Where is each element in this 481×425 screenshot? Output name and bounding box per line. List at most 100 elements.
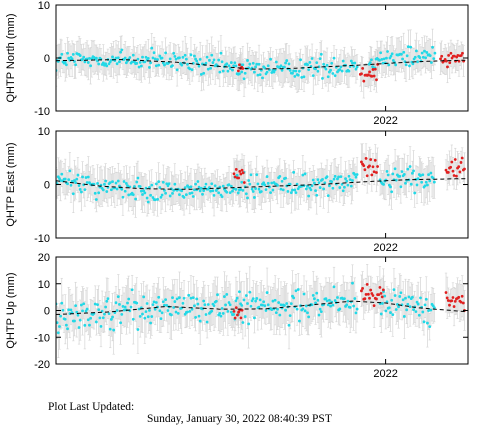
data-point-cyan bbox=[293, 188, 297, 192]
data-point-cyan bbox=[82, 302, 86, 306]
data-point-cyan bbox=[432, 57, 436, 61]
data-point-cyan bbox=[111, 180, 114, 183]
data-point-red bbox=[241, 171, 245, 175]
data-point-cyan bbox=[173, 55, 177, 58]
data-point-cyan bbox=[136, 57, 140, 61]
data-point-cyan bbox=[416, 177, 420, 181]
data-point-cyan bbox=[269, 57, 272, 61]
data-point-cyan bbox=[246, 196, 249, 200]
data-point-cyan bbox=[381, 302, 384, 305]
data-point-cyan bbox=[151, 303, 155, 306]
data-point-red bbox=[375, 78, 378, 82]
data-point-cyan bbox=[389, 54, 393, 58]
data-point-cyan bbox=[325, 63, 329, 67]
data-point-cyan bbox=[271, 299, 275, 303]
data-point-cyan bbox=[409, 182, 413, 186]
data-point-cyan bbox=[226, 69, 230, 73]
data-point-cyan bbox=[343, 297, 346, 300]
data-point-cyan bbox=[391, 172, 395, 176]
data-point-cyan bbox=[232, 64, 236, 68]
data-point-cyan bbox=[411, 62, 415, 66]
data-point-cyan bbox=[164, 191, 167, 195]
data-point-red bbox=[457, 165, 461, 169]
x-tick-label: 2022 bbox=[373, 368, 397, 380]
data-point-cyan bbox=[175, 68, 179, 72]
data-point-cyan bbox=[261, 76, 264, 80]
data-point-cyan bbox=[315, 193, 319, 197]
data-point-cyan bbox=[164, 298, 167, 302]
data-point-cyan bbox=[229, 61, 233, 64]
data-point-cyan bbox=[150, 315, 154, 318]
data-point-cyan bbox=[127, 193, 131, 197]
data-point-cyan bbox=[189, 296, 193, 300]
data-point-red bbox=[370, 292, 374, 295]
data-point-cyan bbox=[401, 57, 404, 61]
data-point-red bbox=[451, 296, 455, 299]
data-point-cyan bbox=[97, 62, 101, 66]
data-point-cyan bbox=[325, 175, 329, 179]
data-point-cyan bbox=[119, 50, 123, 54]
data-point-red bbox=[362, 79, 366, 83]
data-point-cyan bbox=[263, 66, 267, 70]
data-point-cyan bbox=[191, 296, 195, 300]
data-point-red bbox=[361, 287, 364, 290]
data-point-cyan bbox=[114, 56, 118, 60]
data-point-cyan bbox=[163, 63, 166, 67]
data-point-cyan bbox=[284, 308, 287, 312]
data-point-cyan bbox=[384, 309, 388, 313]
data-point-cyan bbox=[151, 56, 155, 60]
data-point-cyan bbox=[296, 73, 300, 77]
data-point-cyan bbox=[143, 60, 147, 64]
data-point-cyan bbox=[183, 53, 187, 57]
data-point-cyan bbox=[131, 53, 135, 57]
data-point-red bbox=[372, 304, 376, 308]
data-point-cyan bbox=[217, 191, 221, 195]
data-point-cyan bbox=[291, 71, 294, 75]
data-point-cyan bbox=[250, 299, 254, 303]
data-point-cyan bbox=[273, 298, 277, 302]
y-axis-label: QHTP North (mm) bbox=[5, 13, 17, 102]
data-point-red bbox=[370, 74, 374, 78]
data-point-cyan bbox=[148, 66, 151, 69]
data-point-cyan bbox=[184, 193, 188, 197]
data-point-cyan bbox=[338, 68, 342, 71]
data-point-red bbox=[373, 67, 377, 71]
data-point-cyan bbox=[123, 56, 127, 60]
data-point-cyan bbox=[428, 179, 432, 183]
data-point-cyan bbox=[340, 69, 344, 73]
data-point-cyan bbox=[228, 67, 232, 70]
data-point-cyan bbox=[389, 185, 392, 189]
errorbar-layer bbox=[56, 143, 466, 218]
data-point-cyan bbox=[74, 304, 78, 308]
data-point-cyan bbox=[307, 315, 311, 319]
data-point-cyan bbox=[292, 296, 296, 300]
data-point-cyan bbox=[175, 297, 179, 301]
data-point-red bbox=[238, 169, 242, 173]
panel-3: -20 -10 0 10 20 2022 QHTP Up (mm) bbox=[5, 252, 469, 380]
data-point-cyan bbox=[425, 51, 429, 54]
data-point-cyan bbox=[399, 185, 403, 189]
data-point-cyan bbox=[71, 52, 75, 56]
data-point-cyan bbox=[141, 193, 144, 196]
data-point-cyan bbox=[129, 305, 133, 309]
data-point-cyan bbox=[193, 304, 196, 308]
data-point-cyan bbox=[279, 187, 283, 191]
data-point-cyan bbox=[229, 184, 233, 188]
data-point-red bbox=[460, 294, 464, 298]
data-point-cyan bbox=[408, 165, 412, 168]
data-point-red bbox=[372, 74, 376, 78]
data-point-cyan bbox=[58, 325, 61, 328]
data-point-cyan bbox=[401, 298, 405, 302]
data-point-cyan bbox=[322, 187, 326, 191]
data-point-cyan bbox=[333, 174, 337, 178]
data-point-cyan bbox=[189, 53, 193, 57]
data-point-cyan bbox=[241, 321, 245, 324]
data-point-cyan bbox=[226, 309, 230, 313]
data-point-cyan bbox=[56, 331, 60, 335]
data-point-cyan bbox=[137, 65, 141, 69]
data-point-cyan bbox=[101, 316, 105, 320]
data-point-cyan bbox=[209, 189, 212, 193]
data-point-cyan bbox=[343, 185, 346, 189]
data-point-cyan bbox=[289, 191, 293, 195]
data-point-cyan bbox=[146, 315, 150, 319]
